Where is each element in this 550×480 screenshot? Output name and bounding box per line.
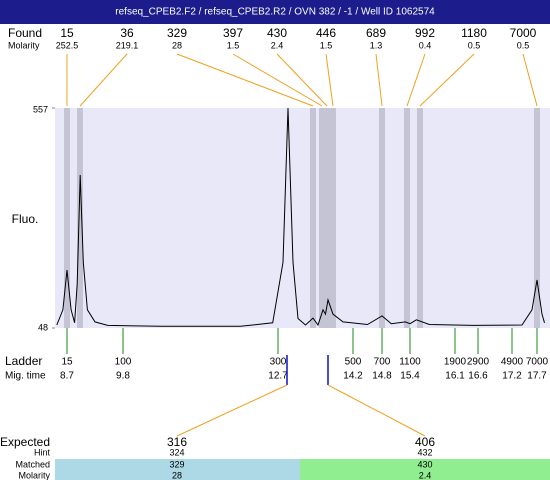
peak-connector xyxy=(375,53,383,107)
expected-molarity-label: Molarity xyxy=(18,470,50,480)
y-tick-label: 557 xyxy=(33,104,48,114)
y-tick-label: 48 xyxy=(38,322,48,332)
hint-value: 324 xyxy=(169,447,184,457)
expected-molarity: 28 xyxy=(172,470,182,480)
found-label: Found xyxy=(8,26,42,40)
ladder-mig-time: 8.7 xyxy=(60,371,74,382)
plot-area xyxy=(55,108,550,328)
expected-connector xyxy=(176,384,288,437)
found-size: 446 xyxy=(316,26,336,40)
found-size: 15 xyxy=(60,26,74,40)
peak-connector xyxy=(276,53,328,107)
expected-value: 316 xyxy=(167,435,187,449)
ladder-size: 15 xyxy=(61,357,73,368)
peak-band xyxy=(534,108,540,328)
mig-time-label: Mig. time xyxy=(5,371,46,382)
found-molarity: 0.5 xyxy=(517,40,530,50)
ladder-mig-time: 16.1 xyxy=(445,371,465,382)
found-molarity: 28 xyxy=(172,40,182,50)
found-size: 1180 xyxy=(461,26,487,40)
found-molarity: 2.4 xyxy=(271,40,284,50)
ladder-label: Ladder xyxy=(5,354,42,368)
found-molarity: 0.4 xyxy=(419,40,432,50)
expected-value: 406 xyxy=(415,435,435,449)
peak-band xyxy=(324,108,330,328)
peak-connector xyxy=(79,53,128,107)
matched-left-bg xyxy=(55,459,300,480)
molarity-label: Molarity xyxy=(8,40,40,50)
found-molarity: 252.5 xyxy=(56,40,79,50)
ladder-mig-time: 17.2 xyxy=(502,371,522,382)
found-size: 689 xyxy=(366,26,386,40)
peak-connector xyxy=(176,53,314,107)
peak-connector xyxy=(406,53,426,107)
peak-connector xyxy=(522,53,538,107)
found-size: 397 xyxy=(223,26,243,40)
found-molarity: 1.5 xyxy=(320,40,333,50)
ladder-mig-time: 14.2 xyxy=(343,371,363,382)
ladder-size: 1100 xyxy=(399,357,421,368)
matched-label: Matched xyxy=(15,459,50,469)
found-molarity: 1.3 xyxy=(370,40,383,50)
found-size: 430 xyxy=(267,26,287,40)
ladder-size: 1900 xyxy=(444,357,467,368)
found-size: 36 xyxy=(120,26,134,40)
peak-band xyxy=(417,108,423,328)
found-molarity: 1.5 xyxy=(227,40,240,50)
found-size: 992 xyxy=(415,26,435,40)
peak-band xyxy=(64,108,70,328)
ladder-size: 100 xyxy=(115,357,132,368)
ladder-size: 300 xyxy=(270,357,287,368)
peak-band xyxy=(310,108,316,328)
ladder-mig-time: 16.6 xyxy=(468,371,488,382)
matched-value: 329 xyxy=(169,459,184,469)
matched-value: 430 xyxy=(417,459,432,469)
hint-label: Hint xyxy=(34,447,51,457)
ladder-size: 4900 xyxy=(501,357,524,368)
found-molarity: 219.1 xyxy=(116,40,139,50)
title: refseq_CPEB2.F2 / refseq_CPEB2.R2 / OVN … xyxy=(115,7,435,18)
peak-connector xyxy=(325,53,334,107)
y-axis-label: Fluo. xyxy=(12,212,39,226)
ladder-mig-time: 12.7 xyxy=(268,371,288,382)
peak-connector xyxy=(419,53,475,107)
expected-molarity: 2.4 xyxy=(419,470,432,480)
peak-band xyxy=(77,108,83,328)
ladder-size: 500 xyxy=(345,357,362,368)
ladder-mig-time: 9.8 xyxy=(116,371,130,382)
ladder-mig-time: 14.8 xyxy=(372,371,392,382)
found-size: 7000 xyxy=(510,26,537,40)
peak-band xyxy=(404,108,410,328)
trace xyxy=(56,107,545,327)
ladder-size: 700 xyxy=(374,357,391,368)
expected-connector xyxy=(327,384,426,437)
peak-band xyxy=(330,108,336,328)
peak-band xyxy=(319,108,325,328)
ladder-mig-time: 15.4 xyxy=(400,371,420,382)
ladder-size: 7000 xyxy=(526,357,549,368)
peak-band xyxy=(379,108,385,328)
hint-value: 432 xyxy=(417,447,432,457)
matched-right-bg xyxy=(300,459,550,480)
ladder-mig-time: 17.7 xyxy=(527,371,547,382)
found-size: 329 xyxy=(167,26,187,40)
expected-label: Expected xyxy=(0,435,50,449)
ladder-size: 2900 xyxy=(467,357,490,368)
title-bar xyxy=(0,0,550,24)
found-molarity: 0.5 xyxy=(468,40,481,50)
peak-connector xyxy=(232,53,323,107)
